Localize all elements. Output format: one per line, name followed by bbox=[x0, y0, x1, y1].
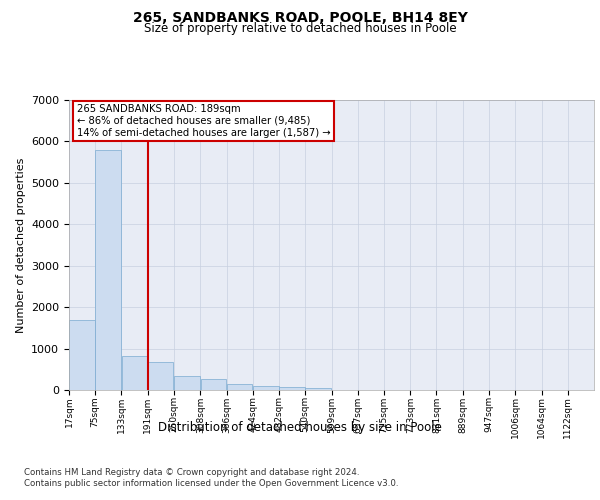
Y-axis label: Number of detached properties: Number of detached properties bbox=[16, 158, 26, 332]
Text: 265 SANDBANKS ROAD: 189sqm
← 86% of detached houses are smaller (9,485)
14% of s: 265 SANDBANKS ROAD: 189sqm ← 86% of deta… bbox=[77, 104, 331, 138]
Bar bbox=[95, 150, 121, 390]
Text: 265, SANDBANKS ROAD, POOLE, BH14 8EY: 265, SANDBANKS ROAD, POOLE, BH14 8EY bbox=[133, 10, 467, 24]
Bar bbox=[148, 362, 173, 390]
Text: Contains public sector information licensed under the Open Government Licence v3: Contains public sector information licen… bbox=[24, 480, 398, 488]
Text: Size of property relative to detached houses in Poole: Size of property relative to detached ho… bbox=[143, 22, 457, 35]
Bar bbox=[227, 384, 253, 390]
Bar bbox=[200, 379, 226, 390]
Bar bbox=[279, 388, 305, 390]
Bar bbox=[175, 376, 200, 390]
Bar bbox=[253, 386, 278, 390]
Text: Contains HM Land Registry data © Crown copyright and database right 2024.: Contains HM Land Registry data © Crown c… bbox=[24, 468, 359, 477]
Bar bbox=[122, 356, 147, 390]
Text: Distribution of detached houses by size in Poole: Distribution of detached houses by size … bbox=[158, 421, 442, 434]
Bar bbox=[305, 388, 331, 390]
Bar bbox=[69, 320, 95, 390]
